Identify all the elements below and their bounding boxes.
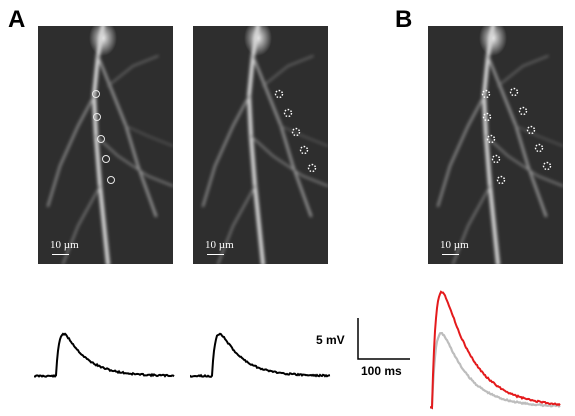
roi-markers (92, 90, 115, 184)
roi-circle (509, 87, 519, 97)
roi-circle (486, 134, 496, 144)
roi-circle (97, 135, 105, 143)
scale-bar (52, 254, 69, 255)
roi-circle (526, 125, 536, 135)
micrograph-a-left: 10 µm (38, 26, 173, 264)
roi-markers (481, 87, 552, 185)
roi-markers (274, 89, 317, 173)
scale-bar-label: 10 µm (440, 239, 469, 251)
roi-circle (481, 89, 491, 99)
dendrite-image (437, 26, 563, 264)
panel-label-a: A (8, 6, 26, 33)
trace-line (190, 332, 331, 378)
micrograph-b: 10 µm (428, 26, 563, 264)
roi-circle (496, 175, 506, 185)
roi-circle (291, 127, 301, 137)
trace-line (34, 332, 175, 378)
roi-circle (534, 143, 544, 153)
trace-line-red (430, 290, 561, 410)
roi-circle (107, 176, 115, 184)
scale-bar (442, 254, 459, 255)
time-scale-label: 100 ms (361, 364, 402, 378)
roi-circle (518, 106, 528, 116)
roi-circle (299, 145, 309, 155)
trace-line-gray (430, 332, 561, 410)
scale-bar-label: 10 µm (205, 239, 234, 251)
voltage-scale-label: 5 mV (316, 333, 345, 347)
roi-circle (542, 161, 552, 171)
roi-circle (92, 90, 100, 98)
micrograph-a-right: 10 µm (193, 26, 328, 264)
panel-label-b: B (395, 6, 413, 33)
epsp-trace-a-middle (190, 332, 331, 378)
calibration-bars (357, 318, 410, 360)
epsp-trace-b (430, 290, 561, 410)
roi-circle (102, 155, 110, 163)
roi-circle (93, 113, 101, 121)
dendrite-image (202, 26, 328, 264)
roi-circle (283, 108, 293, 118)
scale-bar-label: 10 µm (50, 239, 79, 251)
roi-circle (307, 163, 317, 173)
dendrite-image (47, 26, 173, 264)
roi-circle (491, 154, 501, 164)
epsp-trace-a-left (34, 332, 175, 378)
roi-circle (274, 89, 284, 99)
scale-bar (207, 254, 224, 255)
roi-circle (482, 112, 492, 122)
